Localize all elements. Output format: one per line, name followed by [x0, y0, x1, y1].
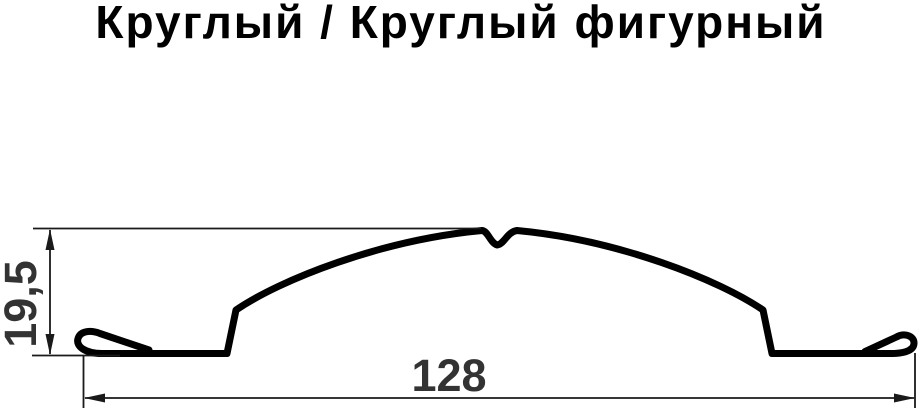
width-dimension: 128: [82, 350, 916, 408]
height-arrow-up-icon: [45, 229, 55, 250]
width-arrow-right-icon: [894, 393, 915, 403]
height-dimension-label: 19,5: [0, 260, 46, 348]
height-dimension: 19,5: [0, 227, 481, 357]
height-arrow-down-icon: [45, 334, 55, 355]
page-title: Круглый / Круглый фигурный: [95, 0, 827, 48]
width-dimension-label: 128: [411, 350, 486, 401]
picket-profile-outline: [74, 227, 918, 358]
width-arrow-left-icon: [84, 393, 105, 403]
